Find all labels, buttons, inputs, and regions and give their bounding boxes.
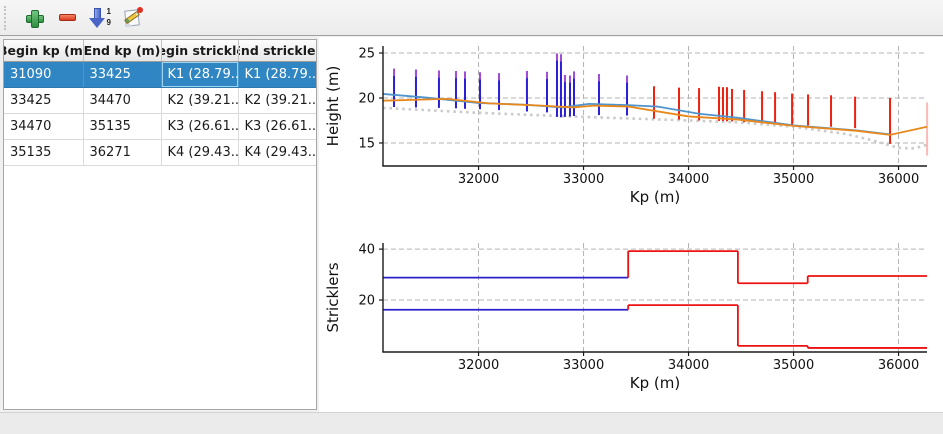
add-button[interactable]: [20, 4, 48, 32]
table-header-row: Begin kp (m)End kp (m)Begin stricklerEnd…: [4, 40, 316, 62]
column-header[interactable]: Begin kp (m): [4, 40, 84, 62]
table-cell[interactable]: 35135: [4, 139, 84, 166]
sort-digit-top: 1: [106, 6, 111, 16]
minus-icon: [58, 14, 76, 21]
x-tick-label: 34000: [668, 172, 709, 187]
table-cell[interactable]: K1 (28.79...: [238, 61, 316, 88]
column-header[interactable]: End kp (m): [83, 40, 162, 62]
table-cell[interactable]: K2 (39.21...: [238, 87, 316, 114]
column-header[interactable]: Begin strickler: [161, 40, 239, 62]
sort-digit-bottom: 9: [106, 17, 111, 27]
y-tick-label: 20: [358, 91, 375, 106]
x-tick-label: 36000: [878, 172, 919, 187]
table-cell[interactable]: 33425: [4, 87, 84, 114]
stricklers-table-panel: Begin kp (m)End kp (m)Begin stricklerEnd…: [3, 39, 317, 410]
table-cell[interactable]: K2 (39.21...: [161, 87, 239, 114]
table-row[interactable]: 33425 34470 K2 (39.21... K2 (39.21...: [4, 87, 316, 114]
table-row[interactable]: 35135 36271 K4 (29.43... K4 (29.43...: [4, 139, 316, 166]
stricklers-step-chart[interactable]: 32000 33000 34000 35000 36000 20 40 Kp (m) Stric…: [324, 238, 937, 410]
plus-icon: [26, 9, 44, 28]
edit-pencil-icon: [122, 7, 144, 28]
y-tick-label: 25: [358, 47, 375, 62]
x-tick-label: 32000: [458, 172, 499, 187]
table-cell[interactable]: 34470: [83, 87, 162, 114]
x-tick-label: 36000: [878, 358, 919, 373]
table-cell[interactable]: 35135: [83, 113, 162, 140]
y-tick-label: 40: [358, 243, 375, 258]
y-axis-label: Stricklers: [324, 262, 342, 332]
x-axis-label: Kp (m): [630, 188, 680, 206]
status-bar: [0, 412, 943, 434]
edit-button[interactable]: [119, 4, 147, 32]
x-tick-label: 32000: [458, 358, 499, 373]
x-tick-label: 33000: [563, 358, 604, 373]
x-tick-label: 35000: [773, 172, 814, 187]
x-tick-label: 33000: [563, 172, 604, 187]
x-tick-label: 35000: [773, 358, 814, 373]
remove-button[interactable]: [53, 4, 81, 32]
x-axis-label: Kp (m): [630, 374, 680, 392]
column-header[interactable]: End strickler: [238, 40, 316, 62]
table-cell[interactable]: 36271: [83, 139, 162, 166]
water-line-orange: [382, 97, 928, 136]
y-axis-label: Height (m): [324, 66, 342, 147]
table-cell[interactable]: 34470: [4, 113, 84, 140]
table-cell[interactable]: K3 (26.61...: [238, 113, 316, 140]
y-tick-label: 20: [358, 294, 375, 309]
y-tick-label: 15: [358, 136, 375, 151]
x-tick-label: 34000: [668, 358, 709, 373]
height-profile-chart[interactable]: 32000 33000 34000 35000 36000 15 20 25 Kp (m) Hei…: [324, 40, 937, 212]
table-cell[interactable]: K4 (29.43...: [161, 139, 239, 166]
table-cell[interactable]: K4 (29.43...: [238, 139, 316, 166]
table-cell[interactable]: 33425: [83, 61, 162, 88]
table-row[interactable]: 34470 35135 K3 (26.61... K3 (26.61...: [4, 113, 316, 140]
stricklers-table[interactable]: Begin kp (m)End kp (m)Begin stricklerEnd…: [4, 40, 316, 166]
toolbar-drag-handle[interactable]: [4, 5, 12, 30]
table-row[interactable]: 31090 33425 K1 (28.79... K1 (28.79...: [4, 61, 316, 88]
table-cell[interactable]: K3 (26.61...: [161, 113, 239, 140]
table-cell[interactable]: K1 (28.79...: [161, 61, 239, 88]
charts-panel: 32000 33000 34000 35000 36000 15 20 25 Kp (m) Hei…: [319, 37, 943, 412]
table-cell[interactable]: 31090: [4, 61, 84, 88]
